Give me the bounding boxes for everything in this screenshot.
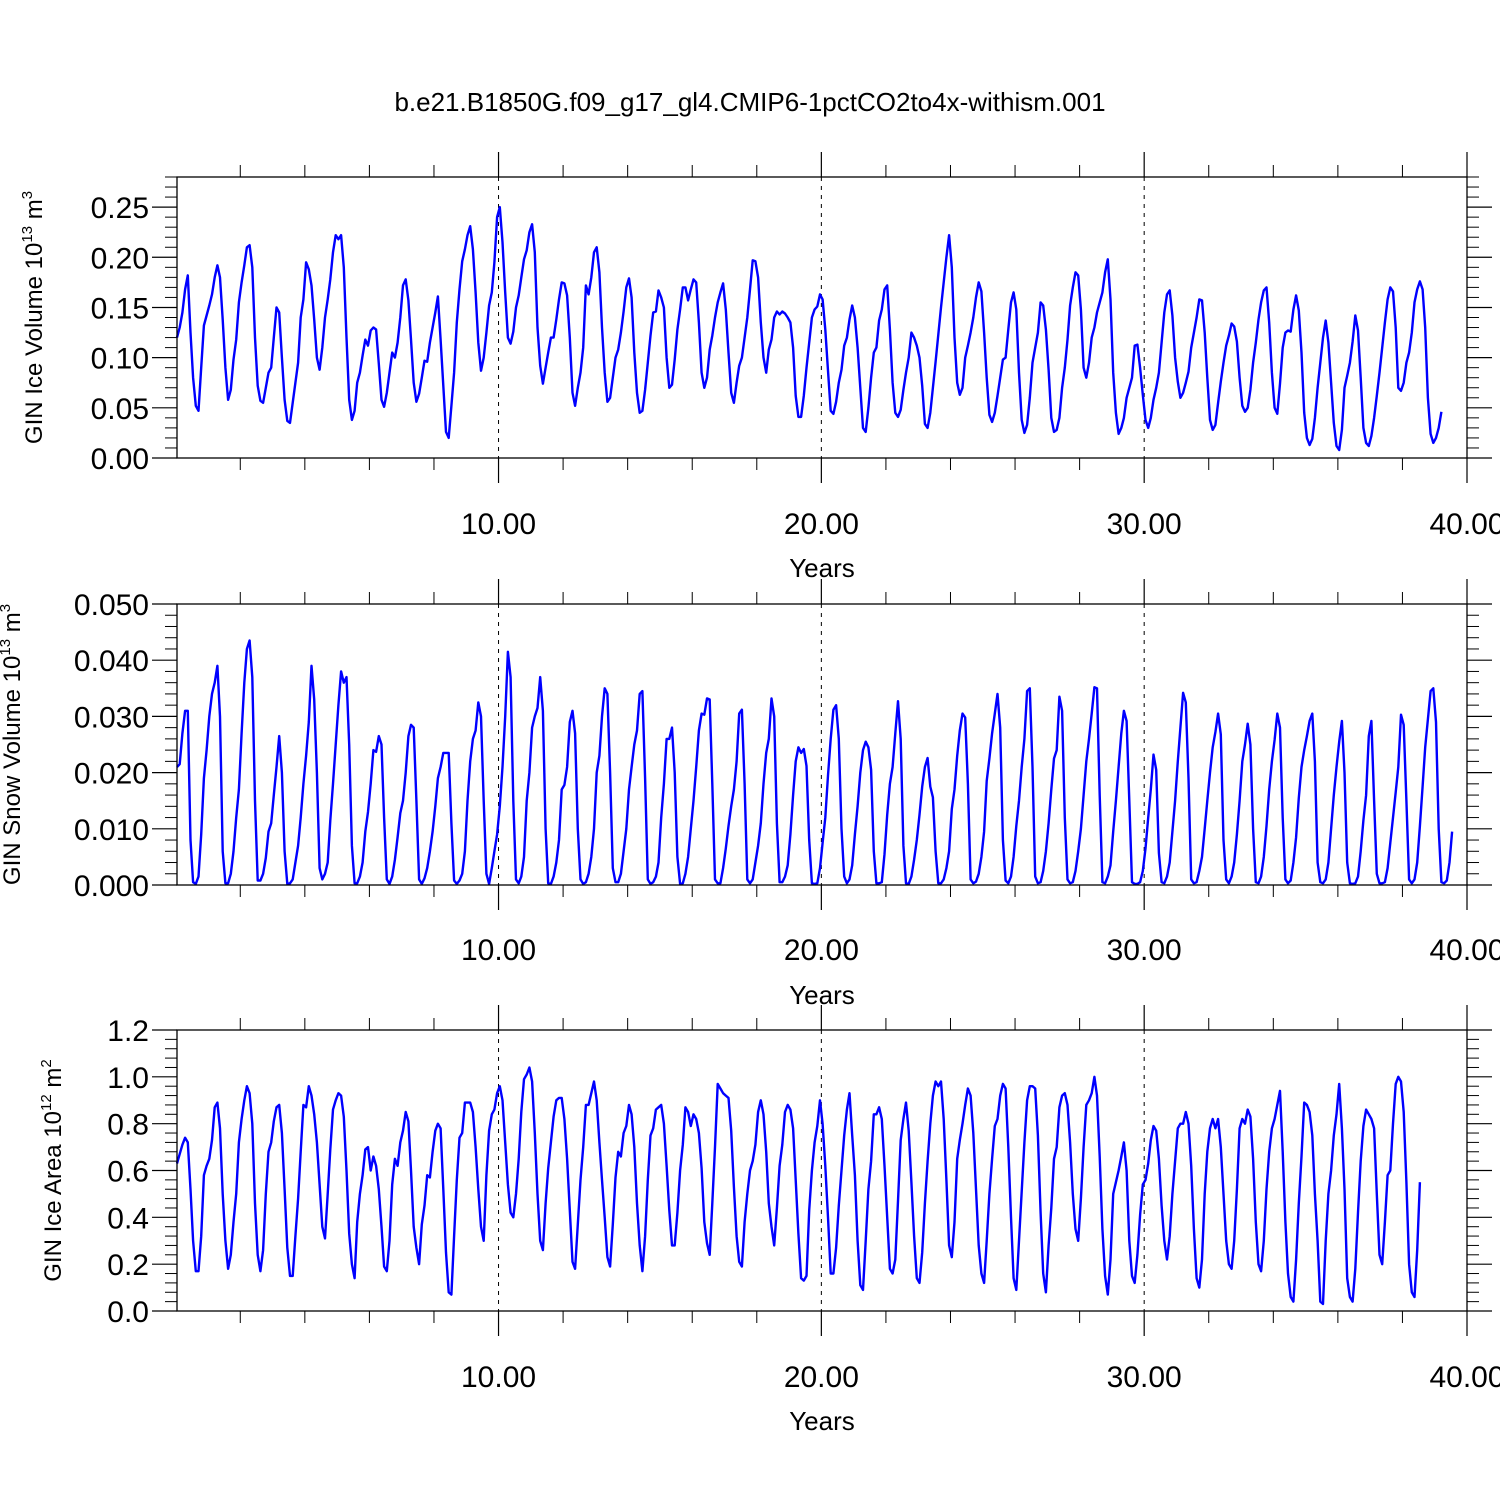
panel-ice-area: 0.0 0.2 0.4 0.6 0.8 1.0 1.2 10.00 20.00 30.00 40.0… [38, 1005, 1500, 1436]
y-axis-title: GIN Ice Area 1012 m2 [38, 1059, 67, 1281]
panel-snow-volume: 0.000 0.010 0.020 0.030 0.040 0.050 10.00 20.00… [0, 579, 1500, 1010]
x-tick-label: 10.00 [461, 1361, 536, 1394]
x-tick-label: 30.00 [1107, 508, 1182, 541]
y-tick-label: 0.050 [74, 589, 149, 622]
panel-ice-volume: 0.00 0.05 0.10 0.15 0.20 0.25 10.00 20.00 30.00 4… [19, 152, 1500, 583]
x-tick-label: 40.00 [1429, 508, 1500, 541]
y-axis-title: GIN Snow Volume 1013 m3 [0, 604, 26, 885]
series-line [175, 1066, 1422, 1306]
x-axis-title: Years [789, 553, 855, 583]
y-tick-label: 0.15 [91, 292, 149, 325]
x-tick-label: 40.00 [1429, 1361, 1500, 1394]
y-tick-label: 0.020 [74, 758, 149, 791]
x-tick-label: 10.00 [461, 508, 536, 541]
plot-frame [176, 1029, 1468, 1312]
series-line [176, 639, 1454, 886]
y-tick-label: 0.000 [74, 870, 149, 903]
chart-title: b.e21.B1850G.f09_g17_gl4.CMIP6-1pctCO2to… [394, 87, 1105, 117]
x-tick-label: 30.00 [1107, 1361, 1182, 1394]
x-tick-label: 30.00 [1107, 934, 1182, 967]
x-tick-label: 20.00 [784, 1361, 859, 1394]
plot-frame [176, 603, 1468, 886]
x-tick-label: 10.00 [461, 934, 536, 967]
y-tick-label: 0.4 [107, 1202, 149, 1235]
y-tick-label: 0.2 [107, 1249, 149, 1282]
y-tick-label: 0.6 [107, 1156, 149, 1189]
y-tick-label: 0.0 [107, 1296, 149, 1329]
y-tick-label: 0.25 [91, 192, 149, 225]
y-tick-label: 0.20 [91, 242, 149, 275]
y-tick-label: 1.2 [107, 1015, 149, 1048]
y-tick-label: 0.00 [91, 443, 149, 476]
y-tick-label: 0.040 [74, 645, 149, 678]
y-tick-label: 0.05 [91, 393, 149, 426]
y-tick-label: 0.030 [74, 701, 149, 734]
plot-frame [176, 176, 1468, 459]
y-tick-label: 1.0 [107, 1062, 149, 1095]
y-tick-label: 0.8 [107, 1109, 149, 1142]
x-tick-label: 20.00 [784, 508, 859, 541]
y-tick-label: 0.010 [74, 814, 149, 847]
x-axis-title: Years [789, 980, 855, 1010]
x-axis-title: Years [789, 1406, 855, 1436]
x-tick-label: 40.00 [1429, 934, 1500, 967]
y-axis-title: GIN Ice Volume 1013 m3 [19, 191, 48, 444]
series-line [175, 205, 1443, 452]
x-tick-label: 20.00 [784, 934, 859, 967]
y-tick-label: 0.10 [91, 343, 149, 376]
